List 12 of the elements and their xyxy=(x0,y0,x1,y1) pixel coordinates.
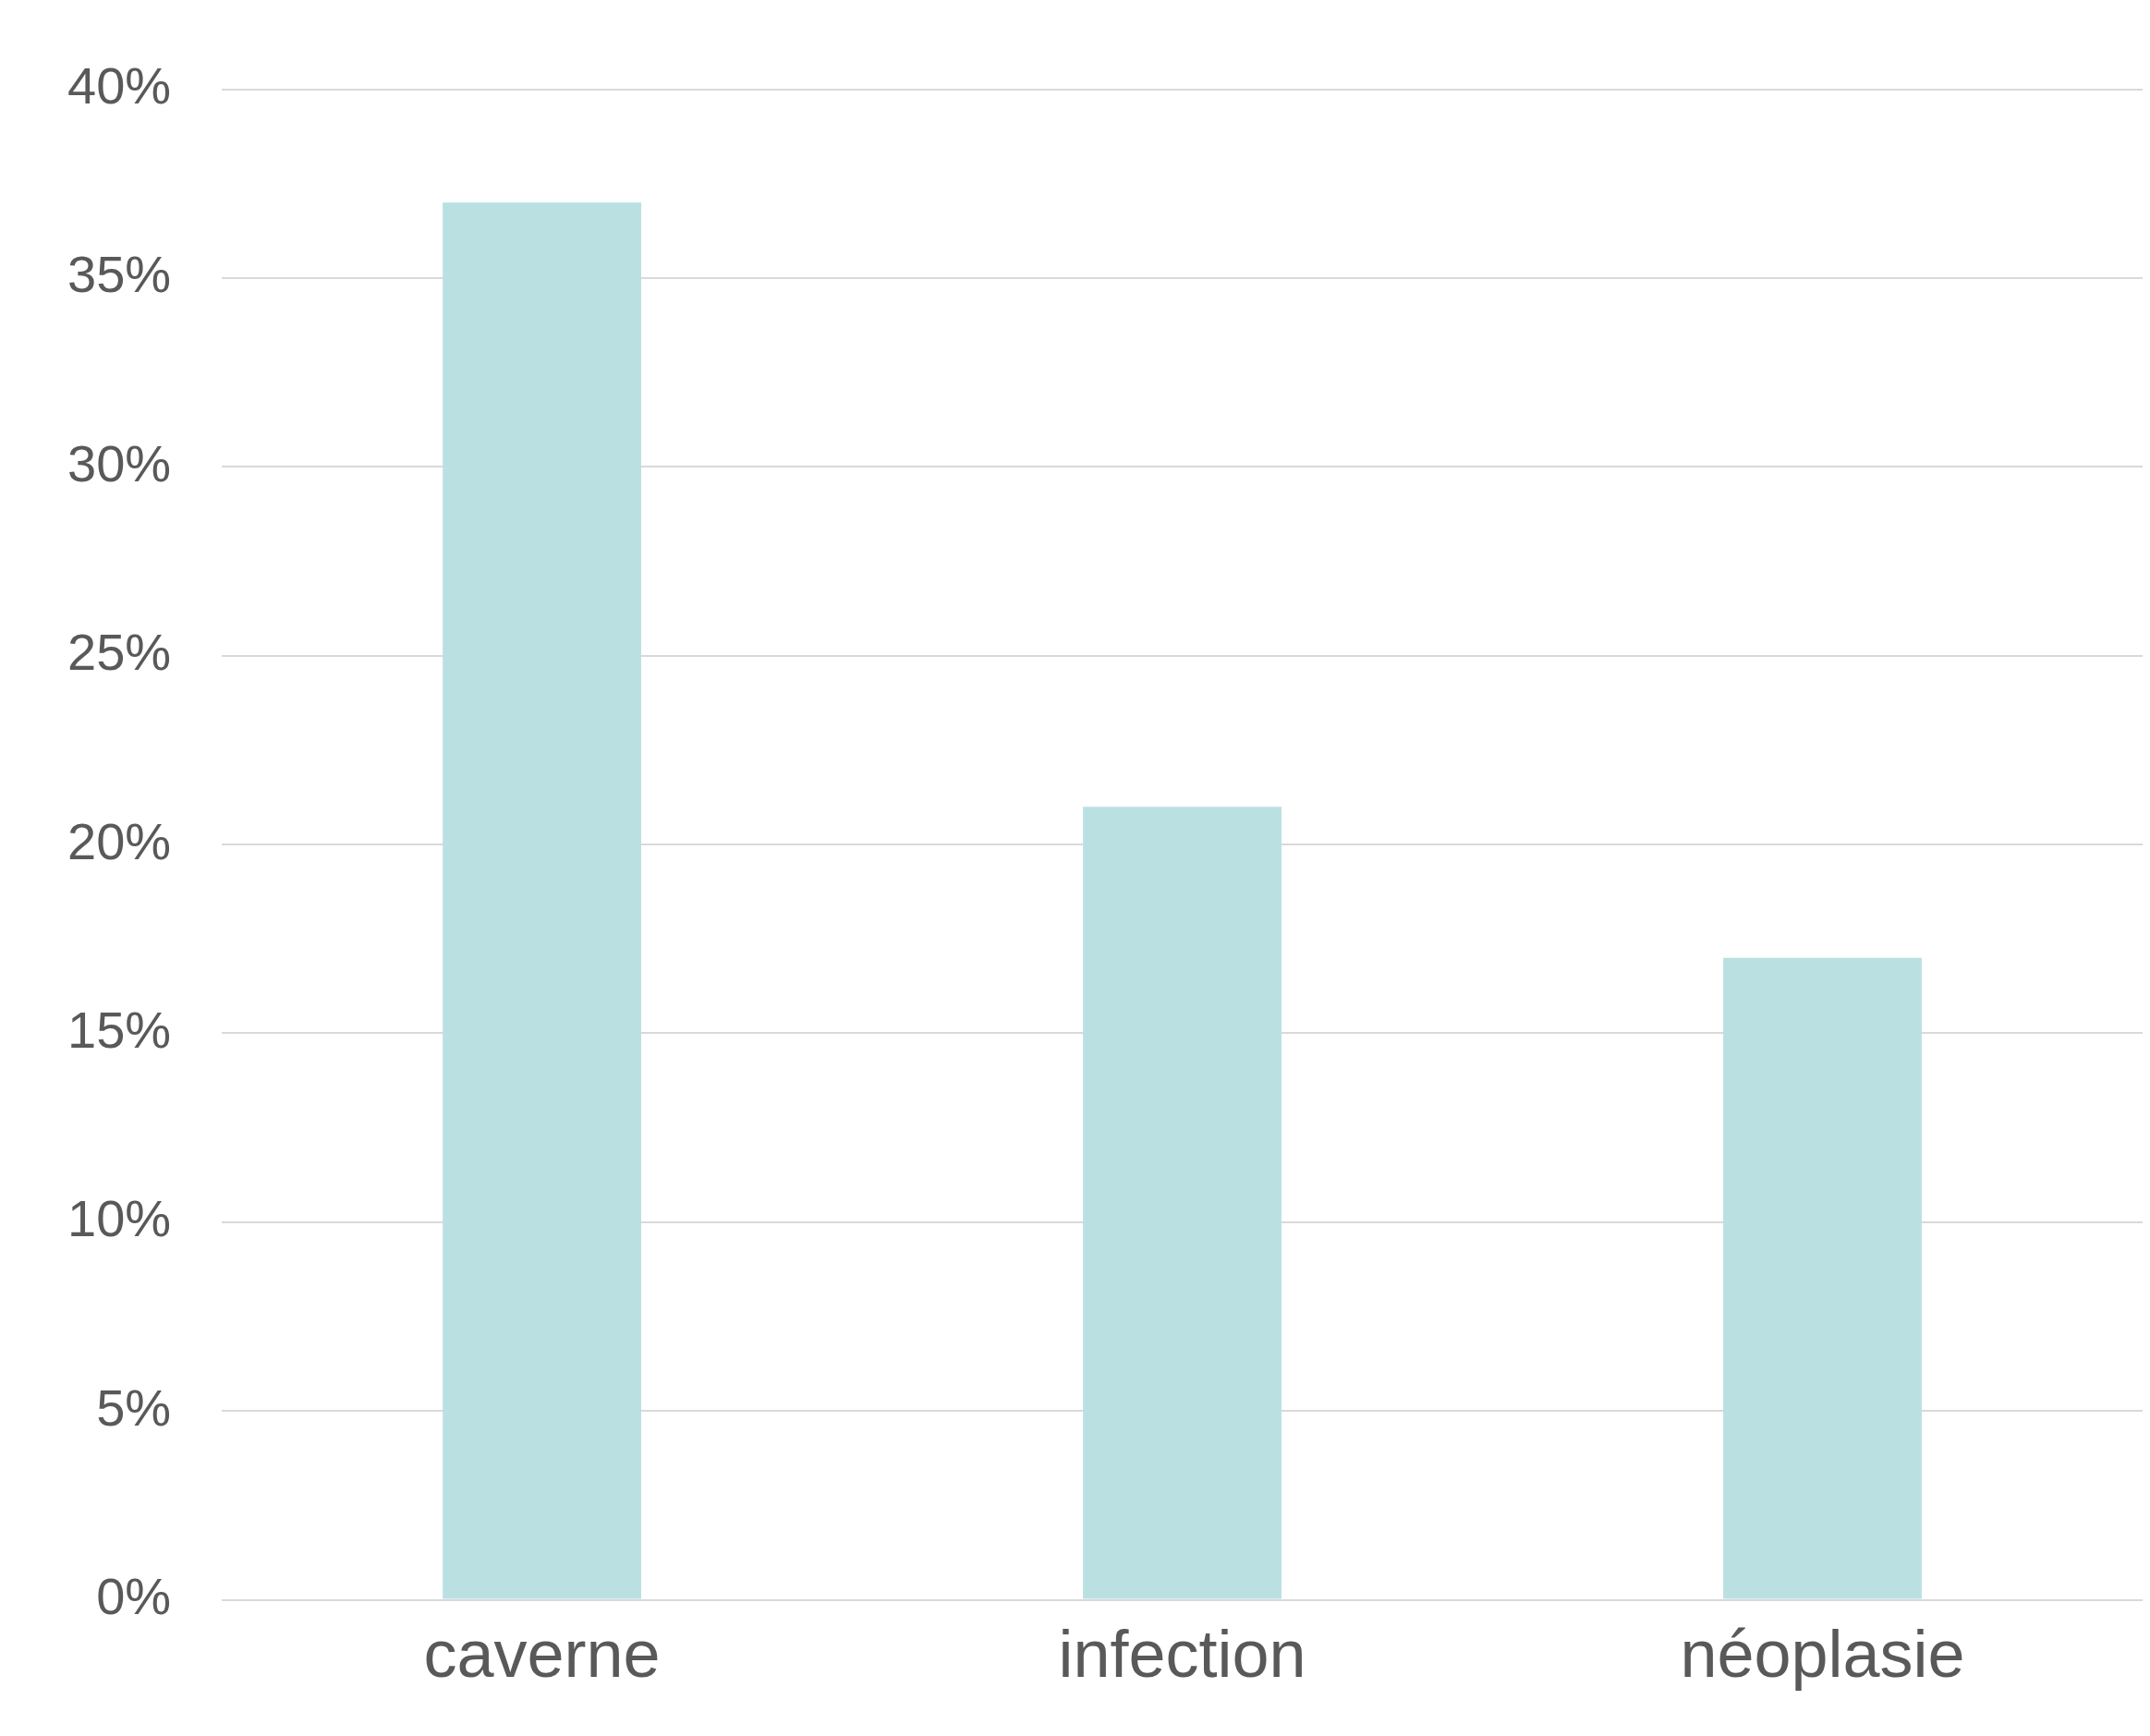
x-tick-label: caverne xyxy=(423,1616,661,1691)
y-tick-label: 30% xyxy=(67,433,172,492)
y-tick-label: 20% xyxy=(67,811,172,870)
x-tick-label: néoplasie xyxy=(1680,1616,1965,1691)
y-tick-label: 5% xyxy=(96,1378,172,1437)
y-tick-label: 10% xyxy=(67,1189,172,1248)
y-tick-label: 35% xyxy=(67,245,172,304)
x-tick-label: infection xyxy=(1058,1616,1306,1691)
y-tick-label: 40% xyxy=(67,56,172,115)
y-tick-label: 0% xyxy=(96,1567,172,1626)
y-tick-label: 15% xyxy=(67,1000,172,1059)
y-tick-label: 25% xyxy=(67,623,172,682)
